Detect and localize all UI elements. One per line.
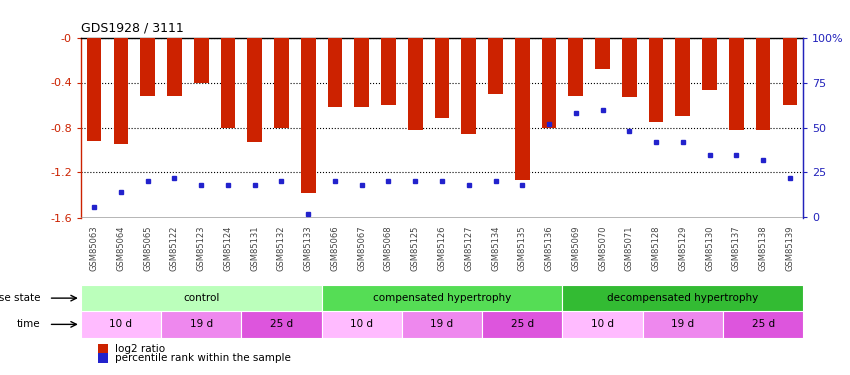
Bar [515,38,530,180]
Bar [140,38,155,96]
Bar [274,38,289,128]
Bar [381,38,396,105]
Bar [114,38,128,144]
Text: GDS1928 / 3111: GDS1928 / 3111 [81,22,184,35]
Bar [649,38,664,122]
Bar [723,311,803,338]
Text: 19 d: 19 d [190,320,212,329]
Bar [676,38,690,116]
Text: control: control [183,293,219,303]
Bar [462,38,476,134]
Text: time: time [17,320,41,329]
Bar [482,311,563,338]
Bar [622,38,637,97]
Bar [354,38,369,107]
Bar [81,285,321,311]
Bar [756,38,770,130]
Bar [220,38,235,128]
Bar [321,311,402,338]
Bar [783,38,797,105]
Bar [247,38,262,142]
Bar [563,285,803,311]
Bar [161,311,241,338]
Text: disease state: disease state [0,293,41,303]
Bar [569,38,583,96]
Text: 19 d: 19 d [672,320,694,329]
Bar [194,38,208,82]
Bar [408,38,422,130]
Text: percentile rank within the sample: percentile rank within the sample [115,353,291,363]
Bar [167,38,182,96]
Bar [81,311,161,338]
Text: 25 d: 25 d [751,320,774,329]
Text: 25 d: 25 d [511,320,534,329]
Bar [643,311,723,338]
Text: 19 d: 19 d [430,320,454,329]
Text: compensated hypertrophy: compensated hypertrophy [373,293,511,303]
Bar [595,38,610,69]
Text: 10 d: 10 d [110,320,133,329]
Text: log2 ratio: log2 ratio [115,344,165,354]
Text: 25 d: 25 d [270,320,293,329]
Bar [729,38,744,130]
Bar [301,38,315,193]
Text: 10 d: 10 d [591,320,614,329]
Bar [327,38,343,107]
Bar [563,311,643,338]
Bar [702,38,717,90]
Bar [541,38,557,128]
Bar [434,38,450,118]
Text: 10 d: 10 d [350,320,373,329]
Bar [402,311,482,338]
Bar [241,311,321,338]
Bar [321,285,563,311]
Text: decompensated hypertrophy: decompensated hypertrophy [607,293,758,303]
Bar [488,38,503,94]
Bar [87,38,101,141]
